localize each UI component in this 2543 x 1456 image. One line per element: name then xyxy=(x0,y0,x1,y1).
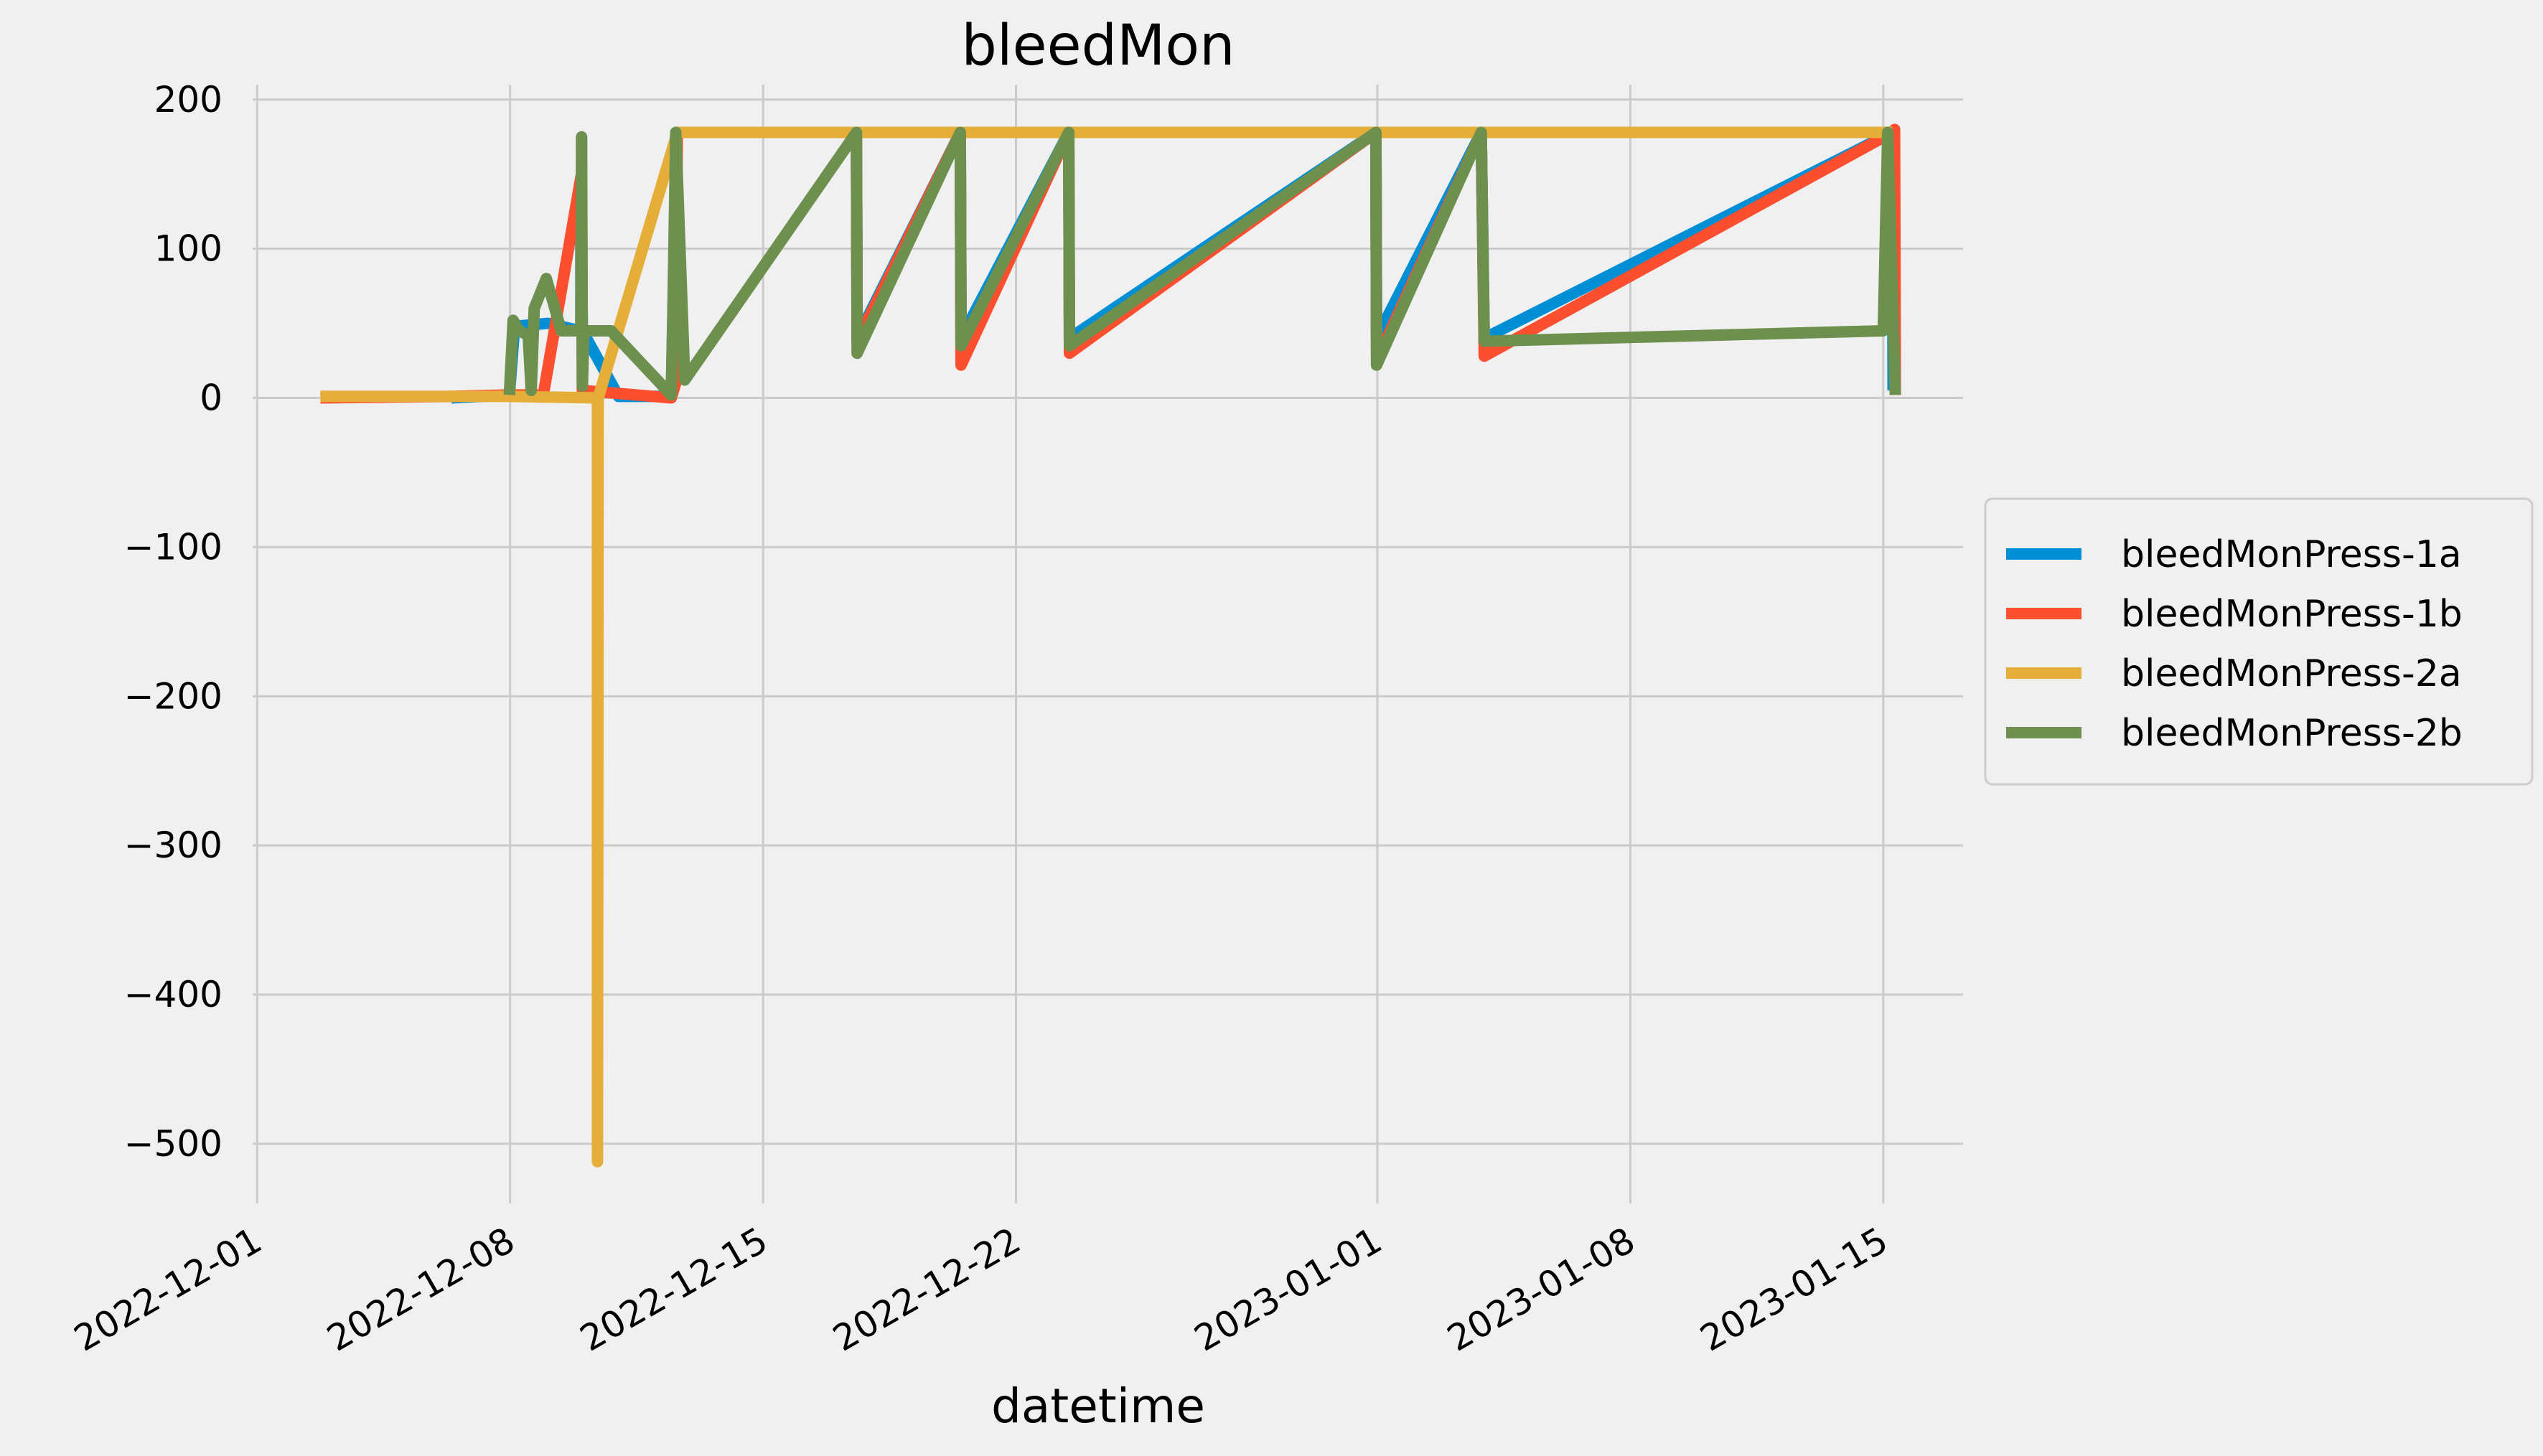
y-tick-label: −300 xyxy=(124,825,223,866)
series-line-3 xyxy=(320,126,1893,1168)
y-tick-label: 100 xyxy=(154,228,223,270)
series-line-4 xyxy=(503,126,1901,401)
y-tick-label: −400 xyxy=(124,974,223,1015)
legend-box xyxy=(1984,497,2534,786)
legend-entry-label: bleedMonPress-1a xyxy=(2121,533,2462,576)
legend-entry-label: bleedMonPress-1b xyxy=(2121,593,2463,636)
series-lines xyxy=(320,123,1901,1168)
y-tick-label: −200 xyxy=(124,675,223,717)
y-tick-label: 200 xyxy=(154,79,223,121)
legend: bleedMonPress-1a bleedMonPress-1b bleedMon… xyxy=(1984,497,2534,786)
chart-title: bleedMon xyxy=(961,14,1235,78)
y-tick-label: −100 xyxy=(124,526,223,568)
legend-entry-label: bleedMonPress-2a xyxy=(2121,652,2462,695)
legend-entry-label: bleedMonPress-2b xyxy=(2121,712,2463,755)
y-tick-label: 0 xyxy=(200,377,223,419)
x-axis-label: datetime xyxy=(991,1378,1205,1434)
y-tick-labels: 200 100 0 −100 −200 −300 −400 −500 xyxy=(124,79,223,1165)
y-tick-label: −500 xyxy=(124,1123,223,1165)
